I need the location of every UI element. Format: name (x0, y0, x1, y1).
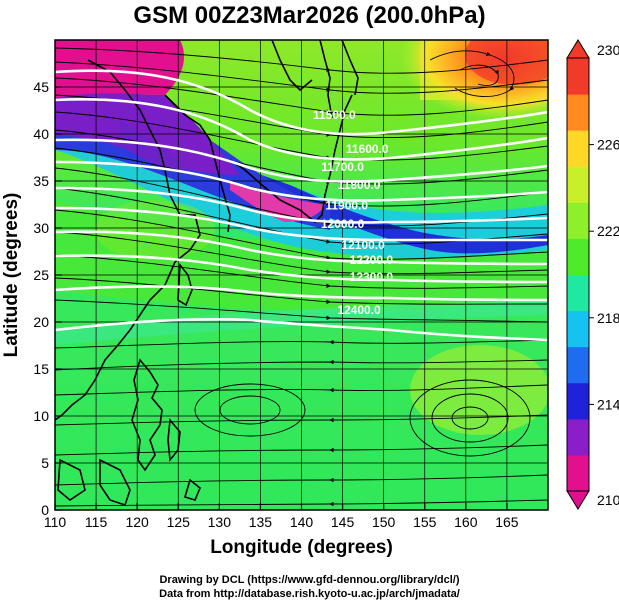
colorbar-bottom-triangle (566, 490, 590, 510)
y-tick-label: 10 (33, 408, 49, 424)
contour-label: 12200.0 (350, 253, 394, 267)
colorbar-segment (567, 94, 589, 131)
contour-11900 (55, 186, 548, 224)
contour-12100 (55, 230, 548, 266)
colorbar-segment (567, 58, 589, 95)
colorbar-frame (566, 57, 590, 492)
contour-label: 11900.0 (325, 198, 368, 212)
colorbar-tick-label: 226 (597, 137, 619, 153)
y-tick-label: 15 (33, 361, 49, 377)
contour-label: 12300.0 (350, 270, 394, 284)
x-tick-label: 160 (454, 514, 478, 530)
height-contours (55, 69, 548, 342)
contour-label: 12400.0 (337, 303, 381, 317)
streamlines (55, 47, 548, 507)
y-tick-label: 45 (33, 79, 49, 95)
y-tick-label: 35 (33, 173, 49, 189)
chart-title: GSM 00Z23Mar2026 (200.0hPa) (133, 2, 486, 29)
y-axis-label: Latitude (degrees) (1, 192, 22, 358)
colorbar-tick-label: 218 (597, 310, 619, 326)
x-tick-label: 125 (167, 514, 191, 530)
contour-label: 11800.0 (338, 178, 381, 192)
colorbar-tick-label: 222 (597, 223, 619, 239)
colorbar-segment (567, 238, 589, 275)
y-tick-label: 30 (33, 220, 49, 236)
y-tick-label: 5 (41, 455, 49, 471)
y-tick-label: 40 (33, 126, 49, 142)
x-axis-ticks: 110 115 120 125 130 135 140 145 150 155 160 165 (44, 503, 519, 530)
colorbar-tick-label: 214 (597, 396, 619, 412)
y-tick-label: 0 (41, 502, 49, 518)
x-tick-label: 110 (44, 514, 67, 530)
colorbar-segment (567, 346, 589, 384)
x-tick-label: 165 (495, 514, 519, 530)
colorbar-tick-label: 230 (597, 42, 619, 58)
colorbar-segment (567, 310, 589, 348)
x-axis-label: Longitude (degrees) (210, 537, 393, 558)
contour-labels: 11500.0 11600.0 11700.0 11800.0 11900.0 12000… (313, 108, 393, 317)
contour-12400 (55, 318, 548, 342)
colorbar-segment (567, 418, 589, 456)
colorbar-segment (567, 274, 589, 312)
colorbar: 210 214 218 222 226 230 (566, 39, 619, 510)
credit-dcl: Drawing by DCL (https://www.gfd-dennou.o… (159, 574, 460, 586)
colorbar-tick-label: 210 (597, 492, 619, 508)
colorbar-segment (567, 202, 589, 239)
x-tick-label: 135 (249, 514, 273, 530)
contour-label: 12100.0 (341, 238, 385, 252)
colorbar-top-triangle (566, 39, 590, 59)
x-tick-label: 120 (125, 514, 149, 530)
colorbar-segment (567, 166, 589, 203)
contour-11800 (55, 160, 548, 202)
y-axis-ticks: 0 5 10 15 20 25 30 35 40 45 (33, 79, 62, 518)
x-tick-label: 145 (331, 514, 355, 530)
contour-label: 12000.0 (321, 217, 365, 231)
contour-12000 (55, 206, 548, 242)
contour-label: 11500.0 (313, 108, 356, 122)
x-tick-label: 115 (85, 514, 108, 530)
contour-12200 (55, 254, 548, 284)
contour-11600 (55, 98, 548, 161)
contour-11700 (55, 138, 548, 183)
colorbar-segment (567, 382, 589, 420)
contour-11500 (55, 69, 548, 136)
y-tick-label: 25 (33, 267, 49, 283)
credit-data-source: Data from http://database.rish.kyoto-u.a… (159, 588, 460, 600)
x-tick-label: 150 (372, 514, 396, 530)
contour-label: 11600.0 (346, 142, 389, 156)
colorbar-segment (567, 130, 589, 167)
x-tick-label: 140 (290, 514, 314, 530)
x-tick-label: 155 (413, 514, 437, 530)
colorbar-segment (567, 454, 589, 492)
contour-12300 (55, 285, 548, 302)
y-tick-label: 20 (33, 314, 49, 330)
x-tick-label: 130 (208, 514, 232, 530)
contour-label: 11700.0 (321, 160, 364, 174)
